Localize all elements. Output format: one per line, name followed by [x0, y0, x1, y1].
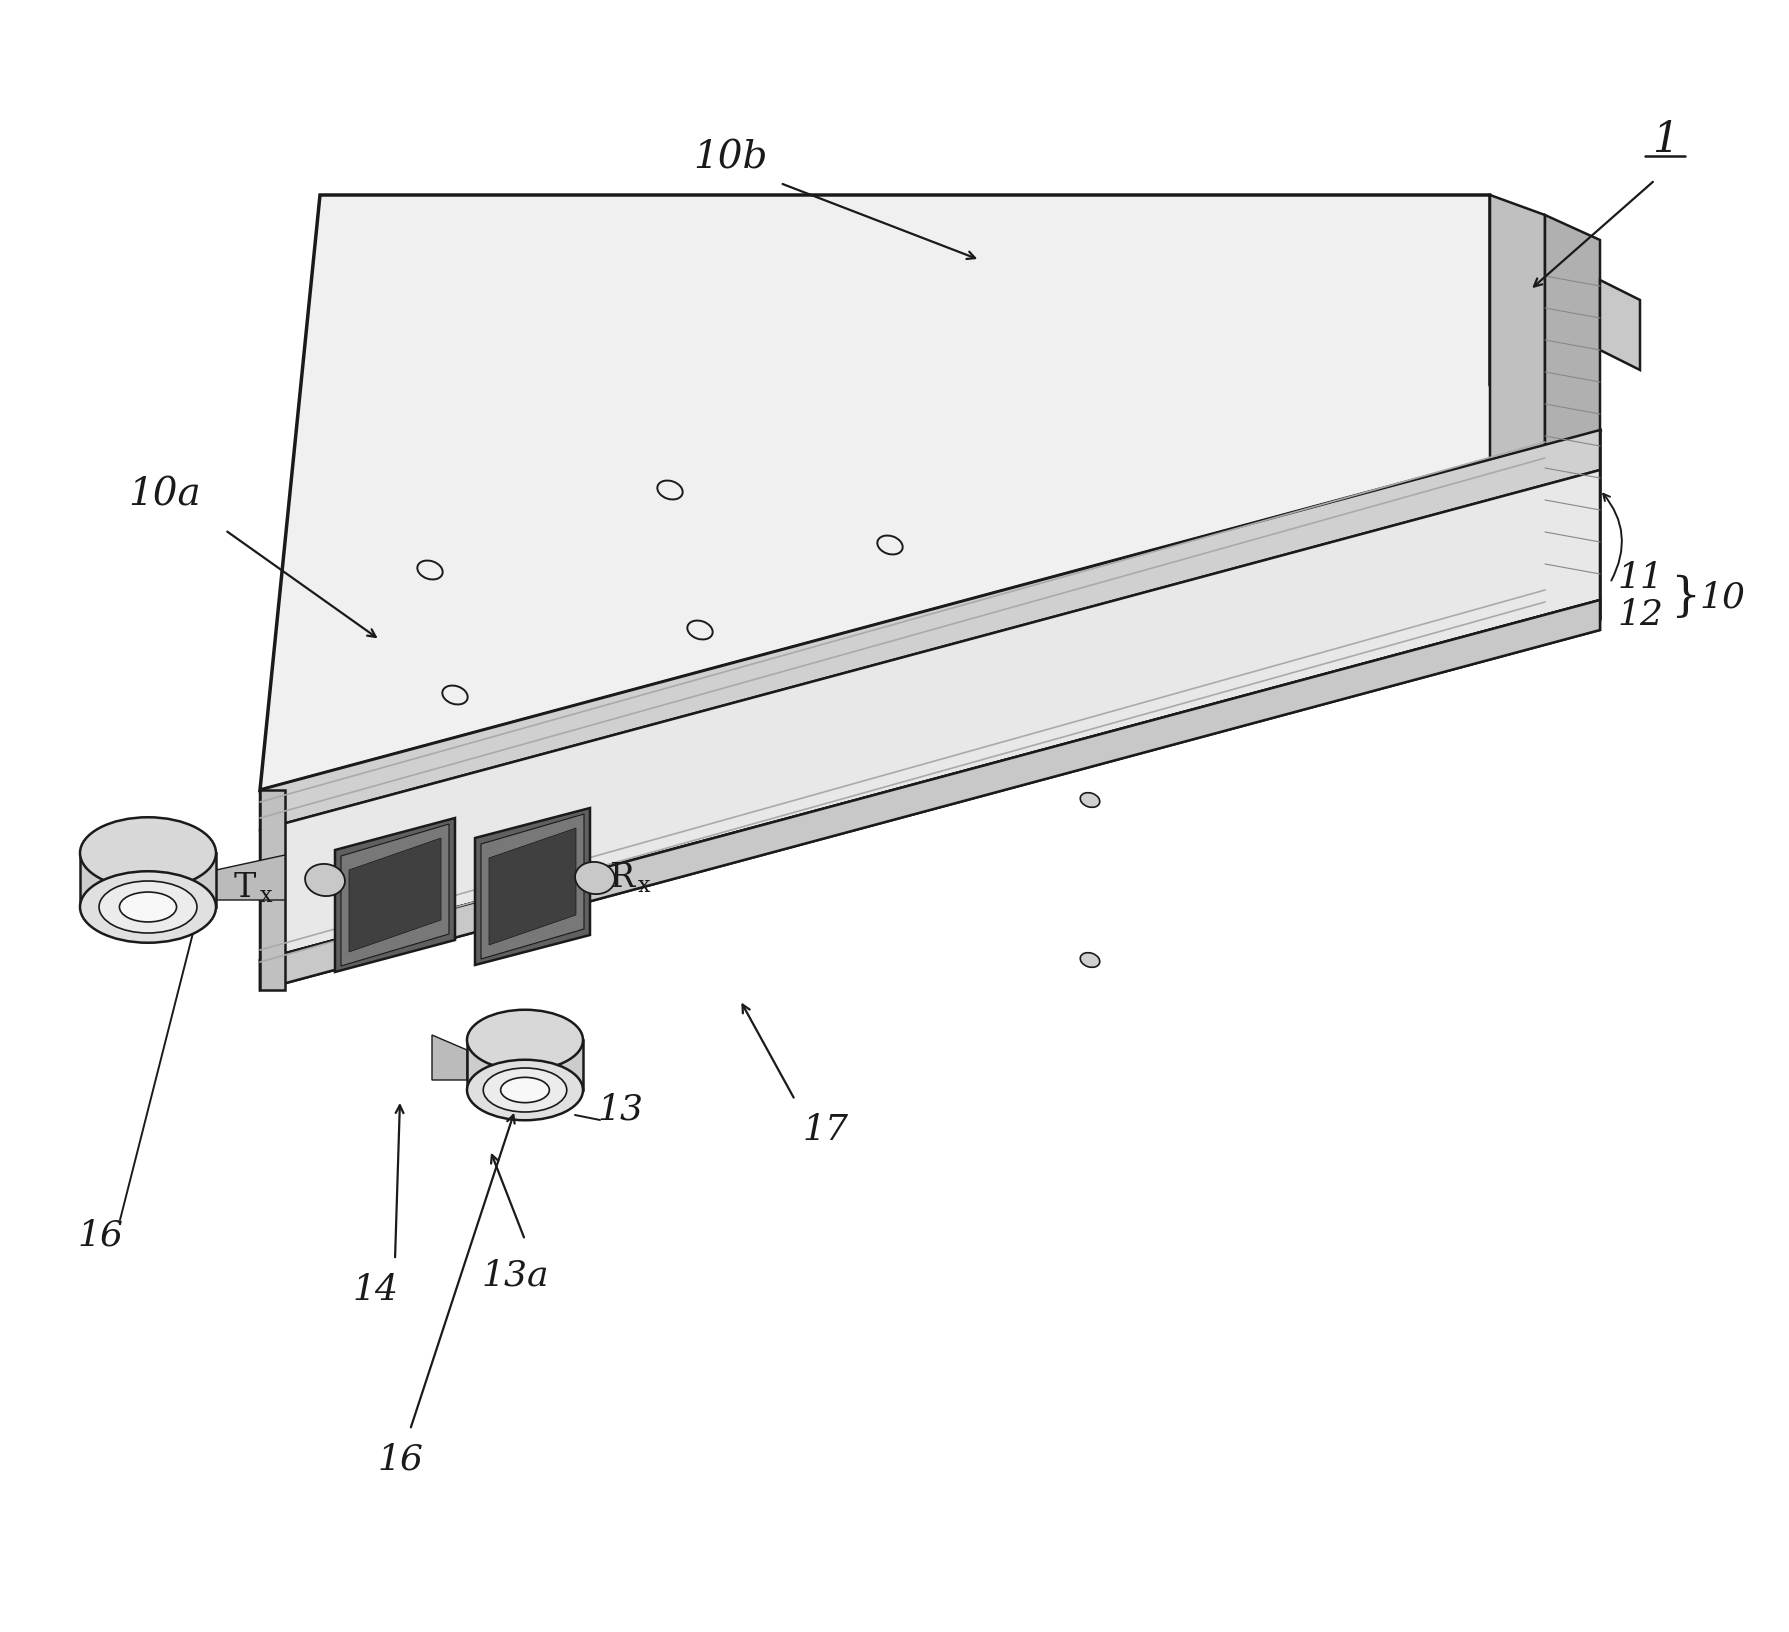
- Ellipse shape: [877, 535, 903, 555]
- Ellipse shape: [483, 1067, 567, 1111]
- Ellipse shape: [918, 676, 943, 695]
- Polygon shape: [259, 429, 1599, 831]
- Polygon shape: [431, 1035, 467, 1080]
- Polygon shape: [259, 194, 1599, 790]
- Text: R: R: [608, 862, 633, 894]
- Text: 12: 12: [1617, 597, 1664, 632]
- Polygon shape: [1599, 281, 1641, 370]
- Ellipse shape: [574, 862, 615, 894]
- Text: T: T: [234, 871, 256, 904]
- Ellipse shape: [98, 881, 197, 934]
- Polygon shape: [342, 824, 449, 966]
- Text: 11: 11: [1617, 561, 1664, 596]
- Polygon shape: [81, 854, 216, 907]
- Text: }: }: [1669, 574, 1700, 620]
- Polygon shape: [1490, 194, 1546, 620]
- Ellipse shape: [687, 620, 712, 640]
- Ellipse shape: [120, 893, 177, 922]
- Ellipse shape: [1081, 793, 1100, 808]
- Text: 16: 16: [77, 1217, 123, 1252]
- Polygon shape: [1546, 215, 1599, 620]
- Ellipse shape: [81, 818, 216, 889]
- Polygon shape: [1490, 194, 1599, 620]
- Text: 13a: 13a: [481, 1258, 549, 1293]
- Text: 1: 1: [1651, 119, 1678, 162]
- Ellipse shape: [81, 871, 216, 943]
- Ellipse shape: [1081, 953, 1100, 968]
- Ellipse shape: [417, 560, 442, 579]
- Text: 10: 10: [1700, 579, 1744, 614]
- Ellipse shape: [657, 480, 683, 499]
- Polygon shape: [349, 837, 442, 951]
- Polygon shape: [467, 1040, 583, 1090]
- Text: 16: 16: [377, 1443, 422, 1477]
- Text: x: x: [259, 885, 272, 907]
- Polygon shape: [259, 601, 1599, 991]
- Ellipse shape: [442, 685, 467, 705]
- Text: x: x: [639, 875, 651, 898]
- Text: 10a: 10a: [129, 477, 202, 514]
- Text: 10b: 10b: [692, 139, 767, 176]
- Text: 14: 14: [352, 1273, 397, 1307]
- FancyArrowPatch shape: [1603, 494, 1623, 581]
- Polygon shape: [259, 601, 1599, 991]
- Polygon shape: [335, 818, 454, 973]
- Ellipse shape: [1118, 651, 1143, 669]
- Polygon shape: [259, 470, 1599, 960]
- Ellipse shape: [501, 1077, 549, 1103]
- Polygon shape: [259, 790, 284, 991]
- Ellipse shape: [467, 1059, 583, 1120]
- Polygon shape: [216, 855, 284, 899]
- Text: 13: 13: [598, 1093, 642, 1128]
- Ellipse shape: [467, 1010, 583, 1071]
- Polygon shape: [481, 814, 583, 960]
- Polygon shape: [476, 808, 590, 965]
- Text: 17: 17: [801, 1113, 848, 1147]
- Ellipse shape: [306, 863, 345, 896]
- Polygon shape: [488, 827, 576, 945]
